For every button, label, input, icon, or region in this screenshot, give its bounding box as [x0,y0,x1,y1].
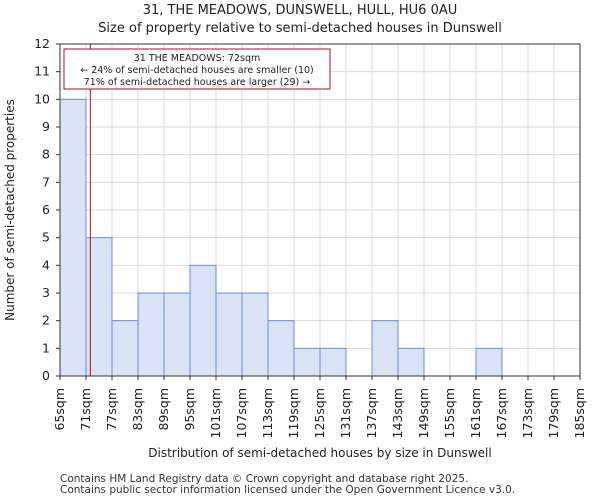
annotation-box: 31 THE MEADOWS: 72sqm ← 24% of semi-deta… [63,48,331,90]
x-tick-label: 113sqm [260,388,275,438]
bar-113sqm [267,320,295,377]
y-tick-label: 0 [42,368,50,383]
y-tick-label: 7 [42,174,50,189]
x-tick-label: 65sqm [52,388,67,431]
y-tick-label: 6 [42,202,50,217]
bar-143sqm [397,347,425,377]
bar-65sqm [59,98,87,377]
y-tick-label: 4 [42,257,50,272]
chart-title: 31, THE MEADOWS, DUNSWELL, HULL, HU6 0AU [142,3,458,18]
bar-107sqm [241,292,269,377]
x-tick-label: 161sqm [468,388,483,438]
footer-line-1: Contains HM Land Registry data © Crown c… [60,473,469,485]
x-tick-label: 71sqm [78,388,93,431]
bars-group [59,98,503,377]
x-tick-label: 155sqm [442,388,457,438]
bar-137sqm [371,320,399,377]
y-tick-label: 10 [34,91,50,106]
y-tick-label: 2 [42,313,50,328]
x-tick-label: 167sqm [494,388,509,438]
bar-161sqm [475,347,503,377]
x-axis-label: Distribution of semi-detached houses by … [148,446,491,460]
annotation-line-1: 31 THE MEADOWS: 72sqm [134,53,261,64]
x-tick-label: 107sqm [234,388,249,438]
x-tick-label: 83sqm [130,388,145,431]
x-tick-label: 131sqm [338,388,353,438]
x-tick-label: 137sqm [364,388,379,438]
bar-119sqm [293,347,321,377]
x-tick-label: 89sqm [156,388,171,431]
x-tick-label: 125sqm [312,388,327,438]
y-tick-label: 11 [34,64,50,79]
bar-95sqm [189,264,217,377]
x-tick-label: 185sqm [572,388,587,438]
bar-101sqm [215,292,243,377]
y-tick-label: 3 [42,285,50,300]
annotation-line-3: 71% of semi-detached houses are larger (… [84,77,311,88]
bar-125sqm [319,347,347,377]
x-tick-label: 77sqm [104,388,119,431]
y-axis-label: Number of semi-detached properties [3,99,17,321]
bar-89sqm [163,292,191,377]
x-tick-label: 143sqm [390,388,405,438]
x-axis-ticks: 65sqm 71sqm 77sqm 83sqm 89sqm 95sqm 101sqm 107s… [52,376,587,438]
plot-frame [59,43,581,377]
x-tick-label: 149sqm [416,388,431,438]
x-tick-label: 179sqm [546,388,561,438]
bar-77sqm [111,320,139,377]
x-tick-label: 101sqm [208,388,223,438]
bar-83sqm [137,292,165,377]
annotation-line-2: ← 24% of semi-detached houses are smalle… [80,65,314,76]
chart-subtitle: Size of property relative to semi-detach… [98,21,502,36]
y-tick-label: 8 [42,147,50,162]
x-tick-label: 173sqm [520,388,535,438]
y-tick-label: 5 [42,230,50,245]
x-tick-label: 95sqm [182,388,197,431]
x-tick-label: 119sqm [286,388,301,438]
y-tick-label: 9 [42,119,50,134]
footer-line-2: Contains public sector information licen… [60,484,516,496]
y-tick-label: 1 [42,340,50,355]
y-tick-label: 12 [34,36,50,51]
